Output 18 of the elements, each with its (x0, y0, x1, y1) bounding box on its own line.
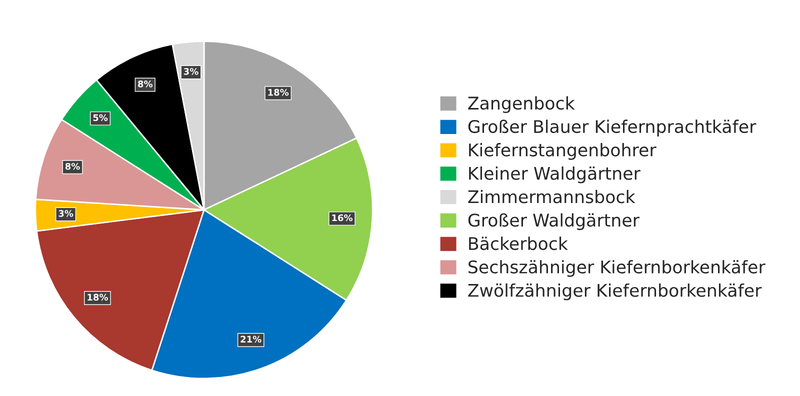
data-label: 5% (93, 114, 108, 122)
legend-label: Zwölfzähniger Kiefernborkenkäfer (468, 283, 762, 300)
data-label: 8% (65, 162, 80, 170)
legend-label: Großer Blauer Kiefernprachtkäfer (468, 120, 756, 136)
legend-label: Sechszähniger Kiefernborkenkäfer (468, 260, 766, 277)
legend-label: Bäckerbock (469, 236, 568, 250)
data-label: 18% (268, 88, 289, 96)
legend-label: Zangenbock (468, 96, 575, 114)
data-label: 3% (184, 68, 198, 75)
data-label: 21% (240, 336, 262, 343)
data-label: 16% (332, 214, 353, 222)
legend-label: Zimmermannsbock (468, 190, 636, 204)
data-label: 8% (138, 80, 152, 88)
data-label: 3% (58, 210, 74, 217)
legend-label: Kiefernstangenbohrer (469, 143, 656, 160)
legend-label: Kleiner Waldgärtner (469, 166, 640, 184)
legend-label: Großer Waldgärtner (468, 213, 640, 230)
data-label: 18% (88, 294, 108, 301)
